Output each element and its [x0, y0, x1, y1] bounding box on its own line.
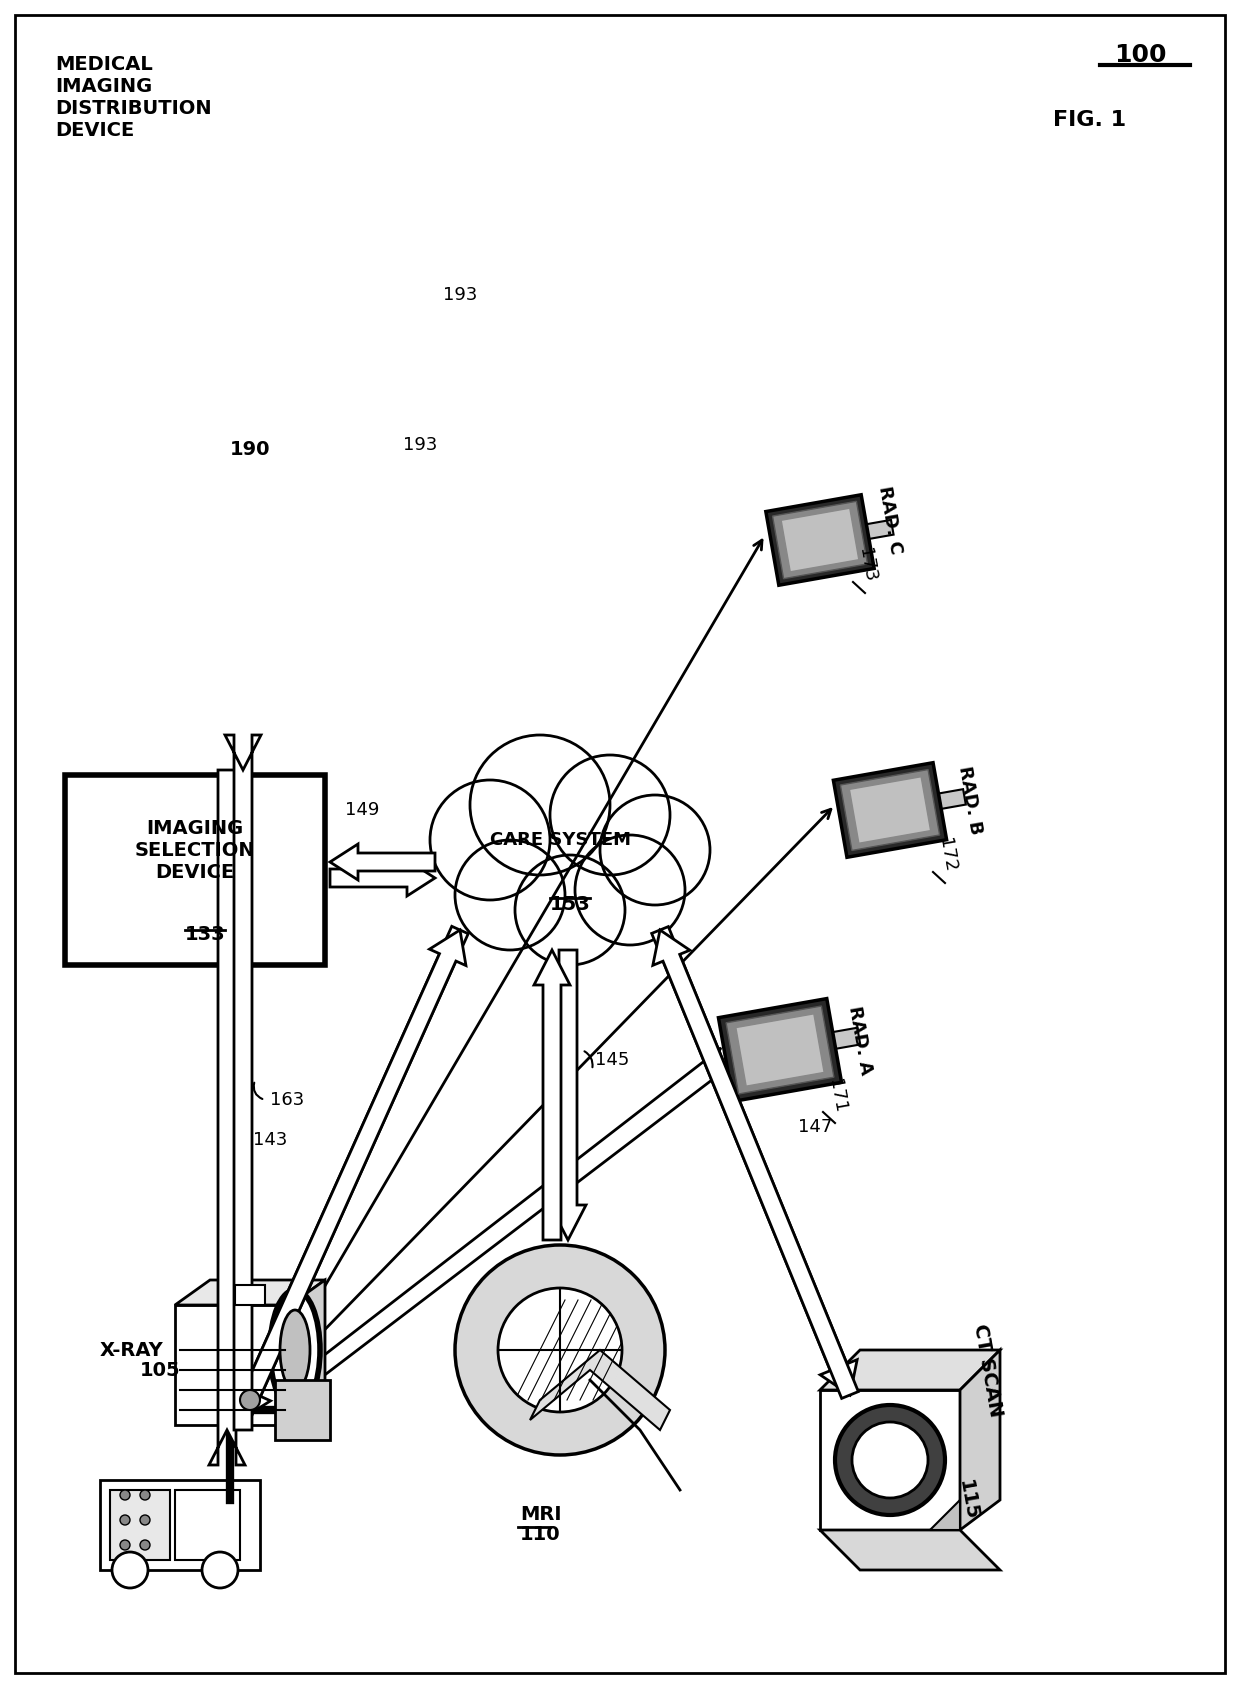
Polygon shape	[718, 999, 842, 1101]
Text: 153: 153	[549, 895, 590, 913]
Polygon shape	[290, 1280, 325, 1425]
Polygon shape	[930, 1501, 960, 1529]
Polygon shape	[534, 950, 570, 1241]
Polygon shape	[236, 1285, 265, 1305]
Polygon shape	[735, 1014, 825, 1085]
Text: 190: 190	[229, 441, 270, 459]
Bar	[64, 775, 325, 966]
Text: 143: 143	[253, 1131, 288, 1150]
Circle shape	[140, 1491, 150, 1501]
Bar	[175, 1491, 241, 1560]
Polygon shape	[330, 859, 435, 896]
Circle shape	[120, 1491, 130, 1501]
Text: 100: 100	[1114, 42, 1167, 68]
Polygon shape	[234, 927, 469, 1420]
Polygon shape	[766, 495, 874, 586]
Text: 105: 105	[140, 1361, 181, 1381]
Circle shape	[515, 856, 625, 966]
Text: RAD. B: RAD. B	[955, 765, 985, 836]
Circle shape	[455, 841, 565, 950]
Text: 163: 163	[270, 1090, 304, 1109]
Polygon shape	[224, 734, 260, 1430]
Polygon shape	[529, 1350, 670, 1430]
Circle shape	[575, 836, 684, 945]
Circle shape	[120, 1516, 130, 1524]
Circle shape	[140, 1516, 150, 1524]
Circle shape	[470, 734, 610, 874]
Circle shape	[140, 1539, 150, 1550]
Polygon shape	[652, 927, 857, 1394]
Polygon shape	[210, 770, 246, 1465]
Text: X-RAY: X-RAY	[100, 1340, 164, 1361]
Circle shape	[202, 1551, 238, 1588]
Circle shape	[551, 755, 670, 874]
Bar	[100, 1480, 260, 1570]
Polygon shape	[820, 1350, 999, 1389]
Text: 173: 173	[856, 547, 879, 584]
Polygon shape	[960, 1350, 999, 1529]
Polygon shape	[939, 790, 966, 809]
Circle shape	[835, 1404, 945, 1516]
Ellipse shape	[280, 1310, 310, 1389]
Polygon shape	[551, 950, 587, 1241]
Polygon shape	[867, 520, 894, 538]
Text: 133: 133	[185, 925, 226, 944]
Circle shape	[430, 780, 551, 900]
Text: MRI: MRI	[520, 1506, 562, 1524]
Circle shape	[112, 1551, 148, 1588]
Polygon shape	[175, 1280, 325, 1305]
Polygon shape	[232, 930, 466, 1423]
Text: RAD. C: RAD. C	[875, 484, 905, 555]
Circle shape	[455, 1246, 665, 1455]
Circle shape	[852, 1421, 928, 1497]
Polygon shape	[330, 844, 435, 879]
Text: 110: 110	[520, 1524, 560, 1545]
Circle shape	[241, 1389, 260, 1409]
Polygon shape	[833, 763, 946, 858]
Polygon shape	[175, 1305, 290, 1425]
Circle shape	[600, 795, 711, 905]
Text: 149: 149	[345, 802, 379, 819]
Text: RAD. A: RAD. A	[844, 1004, 874, 1075]
Ellipse shape	[270, 1290, 320, 1409]
Polygon shape	[652, 930, 858, 1398]
Text: 172: 172	[935, 837, 959, 874]
Polygon shape	[841, 770, 940, 851]
Text: MEDICAL
IMAGING
DISTRIBUTION
DEVICE: MEDICAL IMAGING DISTRIBUTION DEVICE	[55, 56, 212, 140]
Text: 193: 193	[443, 285, 477, 304]
Polygon shape	[781, 508, 859, 572]
Polygon shape	[773, 501, 868, 579]
Text: 147: 147	[797, 1119, 832, 1136]
Text: CARE SYSTEM: CARE SYSTEM	[490, 830, 630, 849]
Bar	[275, 1381, 330, 1440]
Text: IMAGING
SELECTION
DEVICE: IMAGING SELECTION DEVICE	[135, 819, 255, 881]
Text: 193: 193	[403, 436, 438, 454]
Polygon shape	[849, 776, 931, 844]
Text: 115: 115	[955, 1479, 981, 1523]
Polygon shape	[820, 1529, 999, 1570]
Circle shape	[498, 1288, 622, 1411]
Polygon shape	[833, 1028, 861, 1048]
Polygon shape	[727, 1006, 835, 1094]
Text: FIG. 1: FIG. 1	[1054, 110, 1127, 130]
Bar	[820, 1389, 960, 1529]
Text: CT SCAN: CT SCAN	[970, 1322, 1006, 1418]
Text: 145: 145	[595, 1052, 630, 1069]
Bar	[110, 1491, 170, 1560]
Circle shape	[120, 1539, 130, 1550]
Text: 171: 171	[825, 1077, 848, 1114]
